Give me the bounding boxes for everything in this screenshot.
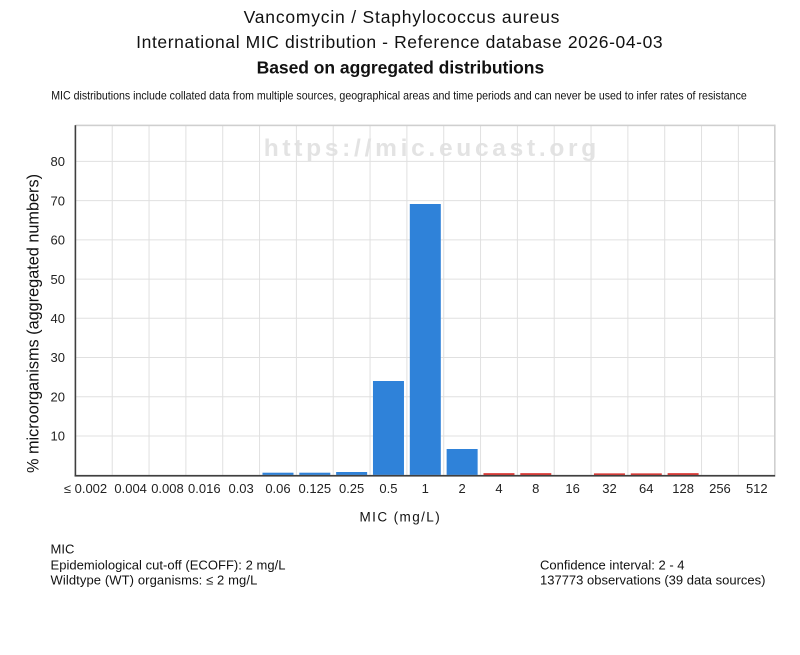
svg-text:10: 10 (51, 429, 65, 444)
svg-text:70: 70 (51, 193, 65, 208)
svg-text:Confidence interval: 2 - 4: Confidence interval: 2 - 4 (540, 557, 685, 572)
svg-text:30: 30 (51, 350, 65, 365)
svg-text:40: 40 (51, 311, 65, 326)
svg-text:% microorganisms (aggregated n: % microorganisms (aggregated numbers) (24, 174, 43, 473)
svg-text:Wildtype (WT) organisms: ≤ 2 m: Wildtype (WT) organisms: ≤ 2 mg/L (51, 572, 258, 587)
svg-text:0.008: 0.008 (151, 481, 184, 496)
svg-text:0.5: 0.5 (379, 481, 397, 496)
svg-text:≤ 0.002: ≤ 0.002 (64, 481, 107, 496)
svg-text:0.125: 0.125 (299, 481, 332, 496)
svg-text:Epidemiological cut-off (ECOFF: Epidemiological cut-off (ECOFF): 2 mg/L (51, 557, 286, 572)
svg-text:32: 32 (602, 481, 616, 496)
svg-text:MIC (mg/L): MIC (mg/L) (360, 510, 440, 525)
svg-text:MIC distributions include coll: MIC distributions include collated data … (51, 88, 747, 102)
svg-text:64: 64 (639, 481, 653, 496)
svg-text:80: 80 (51, 154, 65, 169)
svg-text:2: 2 (459, 481, 466, 496)
svg-text:0.25: 0.25 (339, 481, 364, 496)
svg-text:20: 20 (51, 389, 65, 404)
svg-text:60: 60 (51, 233, 65, 248)
svg-text:1: 1 (422, 481, 429, 496)
svg-text:4: 4 (495, 481, 502, 496)
svg-text:8: 8 (532, 481, 539, 496)
svg-text:https://mic.eucast.org: https://mic.eucast.org (264, 135, 597, 162)
svg-text:128: 128 (672, 481, 694, 496)
svg-text:137773 observations (39 data s: 137773 observations (39 data sources) (540, 572, 765, 587)
svg-text:0.03: 0.03 (228, 481, 253, 496)
svg-text:0.004: 0.004 (114, 481, 147, 496)
svg-text:0.06: 0.06 (265, 481, 290, 496)
svg-text:International MIC distribution: International MIC distribution - Referen… (136, 32, 663, 52)
svg-text:0.016: 0.016 (188, 481, 221, 496)
svg-text:50: 50 (51, 272, 65, 287)
svg-text:512: 512 (746, 481, 768, 496)
svg-text:16: 16 (565, 481, 579, 496)
svg-text:256: 256 (709, 481, 731, 496)
svg-text:MIC: MIC (51, 542, 75, 557)
svg-text:Vancomycin / Staphylococcus au: Vancomycin / Staphylococcus aureus (244, 7, 560, 27)
svg-text:Based on aggregated distributi: Based on aggregated distributions (257, 58, 545, 78)
